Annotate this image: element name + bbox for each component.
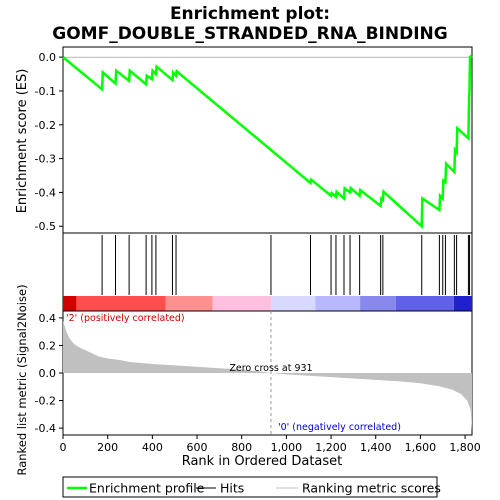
enrichment-profile-line (62, 54, 473, 229)
x-tick-label: 0 (60, 441, 67, 454)
chart-title-line1: Enrichment plot: (170, 4, 330, 24)
es-y-axis-label: Enrichment score (ES) (15, 69, 30, 214)
heatmap-segment (395, 296, 454, 311)
x-tick-label: 800 (231, 441, 252, 454)
heatmap-segment (76, 296, 166, 311)
x-tick-label: 1,400 (360, 441, 392, 454)
x-tick-label: 1,600 (405, 441, 437, 454)
hits-marks (101, 235, 471, 295)
es-y-tick-label: -0.1 (35, 85, 56, 98)
heatmap-segment (63, 296, 77, 311)
ranking-y-tick-label: 0.2 (39, 339, 57, 352)
es-y-axis: 0.0 -0.1 -0.2 -0.3 -0.4 -0.5 (35, 51, 63, 233)
x-tick-label: 1,800 (449, 441, 481, 454)
x-axis: 0 200 400 600 800 1,000 1,200 1,400 1,600 1,800 (60, 435, 481, 454)
rank-heatmap-bar (63, 296, 472, 311)
heatmap-segment (315, 296, 361, 311)
legend-label: Hits (220, 481, 244, 496)
ranking-y-tick-label: -0.4 (35, 422, 56, 435)
es-y-tick-label: -0.3 (35, 153, 56, 166)
heatmap-segment (270, 296, 316, 311)
ranking-y-tick-label: 0.0 (39, 367, 57, 380)
ranking-y-tick-label: -0.2 (35, 395, 56, 408)
x-tick-label: 600 (187, 441, 208, 454)
negative-correlation-label: '0' (negatively correlated) (278, 422, 401, 433)
heatmap-segment (165, 296, 213, 311)
legend-label: Ranking metric scores (302, 481, 441, 496)
zero-cross-label: Zero cross at 931 (229, 363, 312, 374)
es-y-tick-label: -0.5 (35, 220, 56, 233)
ranking-y-tick-label: 0.4 (39, 312, 57, 325)
es-y-tick-label: 0.0 (39, 51, 57, 64)
es-y-tick-label: -0.2 (35, 119, 56, 132)
positive-correlation-label: '2' (positively correlated) (66, 313, 185, 324)
ranking-y-axis-label: Ranked list metric (Signal2Noise) (15, 284, 29, 475)
heatmap-segment (212, 296, 271, 311)
x-tick-label: 1,200 (315, 441, 347, 454)
heatmap-segment (453, 296, 472, 311)
ranking-metric-area (63, 320, 472, 431)
legend-frame (62, 476, 438, 498)
x-tick-label: 1,000 (271, 441, 303, 454)
ranking-y-axis: 0.4 0.2 0.0 -0.2 -0.4 (35, 312, 63, 435)
heatmap-segment (360, 296, 396, 311)
legend: Enrichment profile Hits Ranking metric sco… (67, 481, 441, 496)
es-panel-frame (62, 46, 473, 234)
chart-title-line2: GOMF_DOUBLE_STRANDED_RNA_BINDING (52, 24, 447, 44)
es-y-tick-label: -0.4 (35, 186, 56, 199)
legend-label: Enrichment profile (89, 481, 205, 496)
x-tick-label: 200 (97, 441, 118, 454)
x-tick-label: 400 (142, 441, 163, 454)
x-axis-label: Rank in Ordered Dataset (182, 454, 343, 469)
